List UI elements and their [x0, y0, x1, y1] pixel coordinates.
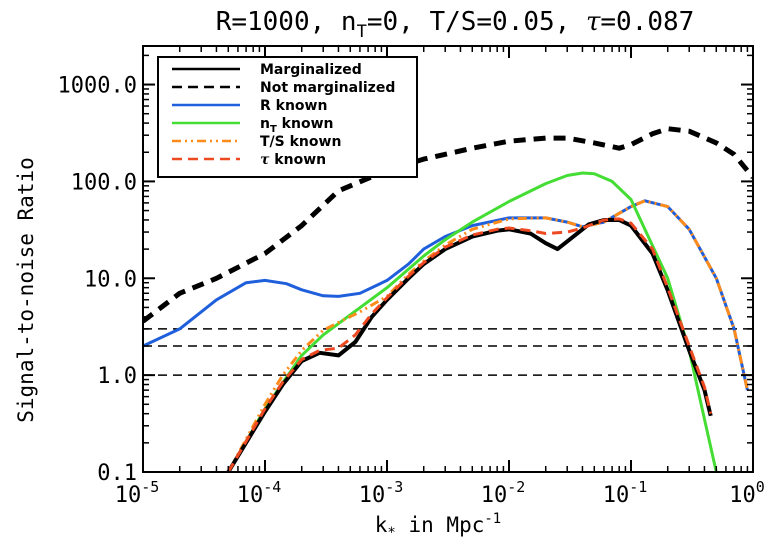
legend-box — [157, 56, 418, 178]
chart-title: R=1000, nT=0, T/S=0.05, τ=0.087 — [216, 7, 695, 42]
x-tick-label: 10-2 — [481, 478, 526, 508]
series-line-marginalized — [226, 218, 713, 472]
legend-label-marginalized: Marginalized — [260, 62, 362, 78]
legend-label-not-marginalized: Not marginalized — [260, 80, 395, 96]
y-tick-label: 10.0 — [84, 267, 137, 292]
series-line-tau-known — [227, 217, 713, 472]
x-tick-label: 100 — [729, 478, 765, 508]
plot-frame — [142, 45, 754, 473]
x-axis-label: k* in Mpc-1 — [375, 511, 501, 541]
y-tick-label: 1.0 — [97, 364, 137, 389]
y-tick-label: 0.1 — [97, 461, 137, 486]
legend-label-ts-known: T/S known — [260, 134, 341, 150]
x-tick-label: 10-1 — [603, 478, 648, 508]
y-axis-label: Signal-to-noise Ratio — [14, 157, 38, 423]
series-line-r-known — [143, 199, 749, 391]
reference-lines — [143, 328, 753, 376]
series-line-t-s-known — [226, 199, 749, 472]
legend-swatches — [172, 67, 240, 161]
legend-label-tau-known: τ known — [260, 152, 326, 168]
legend-label-nt-known: nT known — [260, 116, 333, 135]
legend-label-r-known: R known — [260, 98, 327, 114]
series-lines — [143, 126, 753, 472]
x-tick-label: 10-4 — [237, 478, 282, 508]
y-tick-label: 1000.0 — [58, 74, 137, 99]
x-tick-label: 10-5 — [115, 478, 160, 508]
series-line-nt-known — [227, 171, 718, 472]
x-tick-label: 10-3 — [359, 478, 404, 508]
y-tick-label: 100.0 — [71, 170, 137, 195]
legend: Marginalized Not marginalized R known nT… — [157, 56, 418, 178]
